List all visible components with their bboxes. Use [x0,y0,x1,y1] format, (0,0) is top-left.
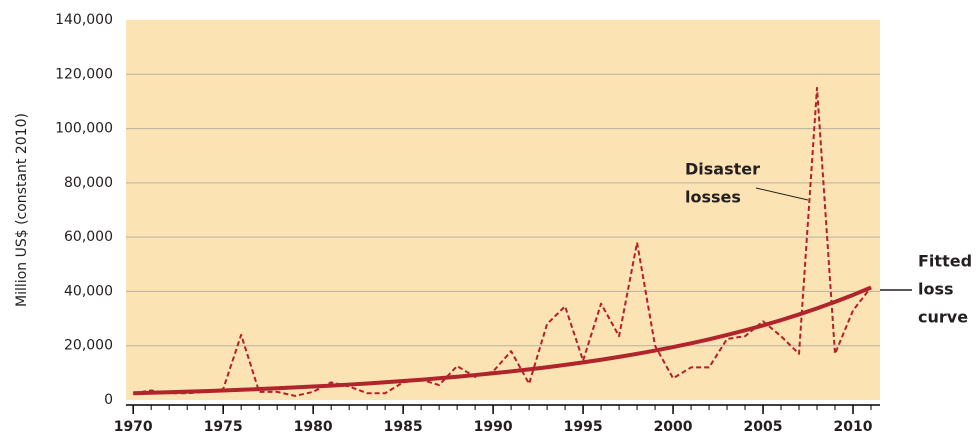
annotation: losses [685,188,741,207]
x-tick-label: 2000 [654,419,693,435]
y-axis-label: Million US$ (constant 2010) [14,113,30,307]
annotation-leader [755,187,809,201]
y-tick-label: 100,000 [55,121,113,137]
x-tick-label: 1985 [384,419,423,435]
y-tick-label: 20,000 [64,338,113,354]
y-tick-label: 40,000 [64,283,113,299]
x-tick-label: 1975 [204,419,243,435]
y-tick-label: 120,000 [55,66,113,82]
annotation: Disaster [685,160,760,179]
x-tick-label: 1990 [474,419,513,435]
annotation: Fitted [918,252,972,271]
plot-background [126,20,880,400]
x-tick-label: 1995 [564,419,603,435]
x-tick-label: 2010 [834,419,873,435]
fitted-line [133,285,872,396]
annotation: curve [918,308,968,327]
y-tick-label: 0 [104,392,113,408]
y-tick-label: 60,000 [64,229,113,245]
y-tick-label: 80,000 [64,175,113,191]
x-tick-label: 1980 [294,419,333,435]
x-tick-label: 2005 [744,419,783,435]
y-tick-label: 140,000 [55,12,113,28]
annotation: loss [918,280,954,299]
x-tick-label: 1970 [114,419,153,435]
dashed-line [133,86,872,397]
